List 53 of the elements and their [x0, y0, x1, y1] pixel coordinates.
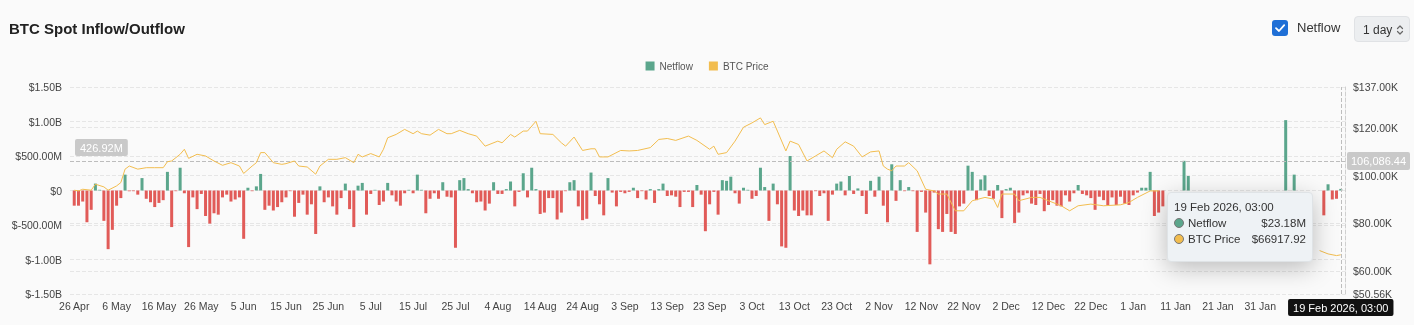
legend-label: BTC Price: [722, 60, 769, 72]
x-tick-label: 5 Jul: [359, 299, 382, 312]
y2-tick-label: $120.00K: [1353, 121, 1398, 134]
chart-title: BTC Spot Inflow/Outflow: [9, 20, 186, 37]
x-tick-label: 1 Jan: [1120, 299, 1147, 312]
y2-tick-label: $50.56K: [1353, 288, 1393, 300]
x-tick-label: 11 Jan: [1160, 299, 1192, 312]
x-tick-label: 12 Nov: [904, 299, 939, 312]
x-tick-label: 26 May: [184, 299, 220, 312]
annotation: $66917.92: [1251, 233, 1306, 245]
x-tick-label: 22 Dec: [1074, 299, 1108, 312]
x-tick-label: 25 Jun: [312, 299, 345, 312]
x-tick-label: 31 Jan: [1244, 299, 1277, 312]
x-tick-label: 6 May: [102, 299, 132, 312]
x-tick-label: 4 Aug: [484, 299, 512, 312]
y2-tick-label: $100.00K: [1353, 169, 1398, 182]
x-tick-label: 3 Oct: [739, 299, 765, 312]
annotation: $23.18M: [1261, 217, 1306, 229]
x-tick-label: 25 Jul: [441, 299, 470, 312]
y2-tick-label: $137.00K: [1353, 81, 1398, 93]
x-tick-label: 21 Jan: [1202, 299, 1234, 312]
y-tick-label: $-1.00B: [25, 253, 62, 266]
x-tick-label: 24 Aug: [566, 299, 600, 312]
x-tick-label: 13 Sep: [650, 299, 685, 312]
y-tick-label: $-1.50B: [25, 288, 62, 300]
y-tick-label: $-500.00M: [11, 219, 62, 231]
annotation: Netflow: [1188, 217, 1227, 229]
x-tick-label: 23 Oct: [821, 299, 853, 312]
y-tick-label: $1.50B: [28, 81, 62, 93]
x-tick-label: 14 Aug: [523, 299, 557, 312]
x-tick-label: 2 Dec: [992, 299, 1020, 312]
x-tick-label: 2 Nov: [865, 299, 894, 312]
y2-tick-label: $80.00K: [1353, 217, 1393, 230]
x-tick-label: 3 Sep: [611, 299, 639, 312]
x-tick-label: 23 Sep: [692, 299, 727, 312]
annotation: 19 Feb 2026, 03:00: [1174, 201, 1275, 213]
annotation: BTC Price: [1188, 233, 1241, 245]
x-tick-label: 12 Dec: [1031, 299, 1066, 312]
ref-line-label: 19 Feb 2026, 03:00: [1293, 301, 1389, 314]
text: 1 day: [1363, 23, 1393, 37]
x-tick-label: 15 Jun: [270, 299, 302, 312]
x-tick-label: 22 Nov: [947, 299, 982, 312]
y-tick-label: $500.00M: [15, 150, 62, 162]
x-tick-label: 13 Oct: [778, 299, 810, 312]
text: Netflow: [1297, 20, 1341, 35]
y2-tick-label: $60.00K: [1353, 265, 1393, 278]
y-tick-label: $0: [50, 184, 63, 197]
legend-label: Netflow: [659, 60, 694, 72]
x-tick-label: 16 May: [141, 299, 177, 312]
x-tick-label: 15 Jul: [399, 299, 428, 312]
x-tick-label: 5 Jun: [230, 299, 257, 312]
y-tick-label: $1.00B: [28, 115, 62, 128]
x-tick-label: 26 Apr: [59, 299, 90, 312]
